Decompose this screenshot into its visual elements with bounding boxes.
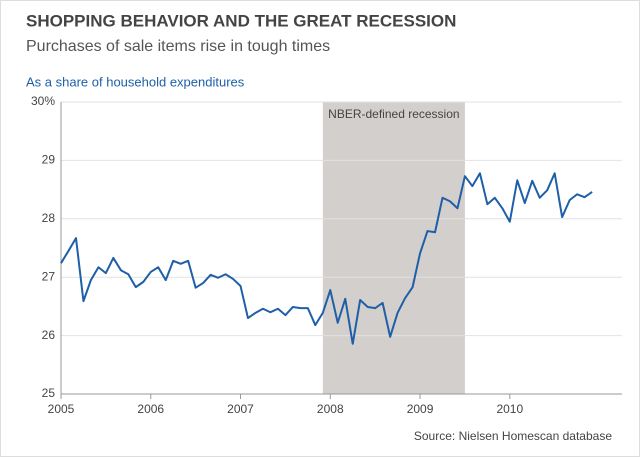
source: Source: Nielsen Homescan database <box>414 429 612 443</box>
x-tick-label: 2007 <box>227 402 254 416</box>
recession-label: NBER-defined recession <box>328 107 459 121</box>
y-axis-label: As a share of household expenditures <box>26 74 245 89</box>
x-tick-label: 2005 <box>48 402 75 416</box>
y-tick-label: 26 <box>42 328 56 342</box>
y-tick-label: 25 <box>42 386 56 400</box>
x-tick-label: 2010 <box>496 402 523 416</box>
x-tick-label: 2009 <box>407 402 434 416</box>
y-tick-label: 29 <box>42 153 56 167</box>
x-tick-label: 2008 <box>317 402 344 416</box>
y-tick-label: 27 <box>42 269 56 283</box>
y-tick-label: 30% <box>31 94 55 108</box>
data-line <box>60 172 593 345</box>
x-tick-label: 2006 <box>137 402 164 416</box>
y-tick-label: 28 <box>42 211 56 225</box>
recession-band <box>322 102 465 394</box>
chart-title: SHOPPING BEHAVIOR AND THE GREAT RECESSIO… <box>26 11 456 30</box>
chart-subtitle: Purchases of sale items rise in tough ti… <box>26 38 330 55</box>
